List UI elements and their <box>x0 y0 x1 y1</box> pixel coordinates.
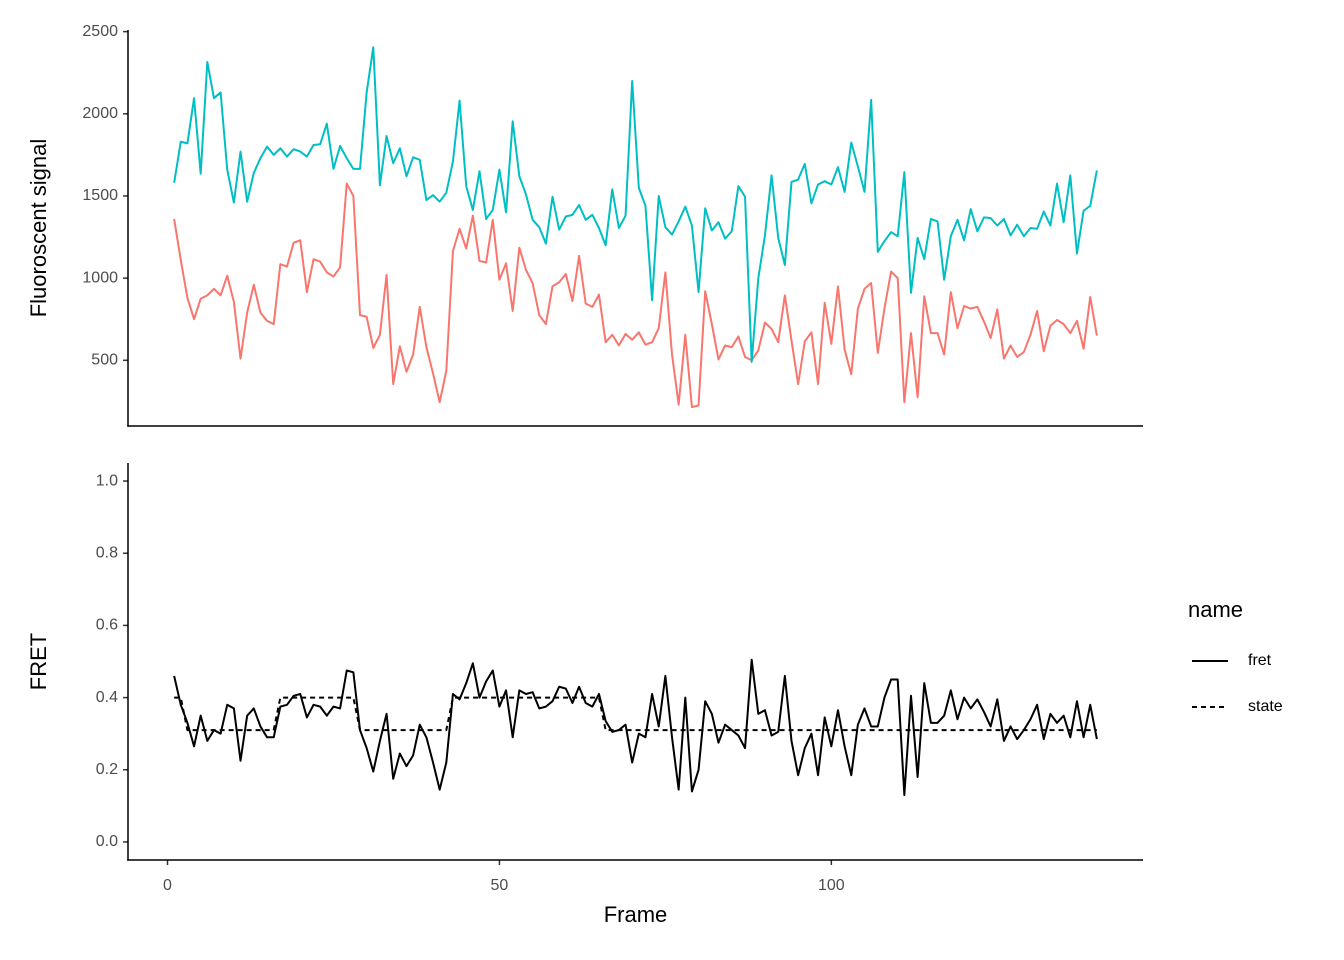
y-tick-label: 500 <box>91 351 118 368</box>
y-tick-label: 0.8 <box>96 544 118 561</box>
series-line <box>174 696 1097 732</box>
y-tick-label: 1500 <box>82 187 118 204</box>
y-tick-label: 2000 <box>82 105 118 122</box>
legend-label: fret <box>1248 652 1272 669</box>
x-tick-label: 100 <box>818 877 845 894</box>
series-line <box>173 182 1098 409</box>
y-axis-title: FRET <box>26 633 51 690</box>
x-axis-title: Frame <box>604 902 668 927</box>
legend-title: name <box>1188 597 1243 622</box>
y-tick-label: 2500 <box>82 23 118 40</box>
series-line <box>173 46 1098 363</box>
legend-label: state <box>1248 698 1283 715</box>
y-axis-title: Fluoroscent signal <box>26 139 51 318</box>
x-tick-label: 50 <box>491 877 509 894</box>
series-line <box>173 658 1098 797</box>
y-tick-label: 1.0 <box>96 472 118 489</box>
x-tick-label: 0 <box>163 877 172 894</box>
y-tick-label: 0.6 <box>96 617 118 634</box>
y-tick-label: 0.4 <box>96 689 118 706</box>
y-tick-label: 1000 <box>82 269 118 286</box>
y-tick-label: 0.0 <box>96 833 118 850</box>
y-tick-label: 0.2 <box>96 761 118 778</box>
